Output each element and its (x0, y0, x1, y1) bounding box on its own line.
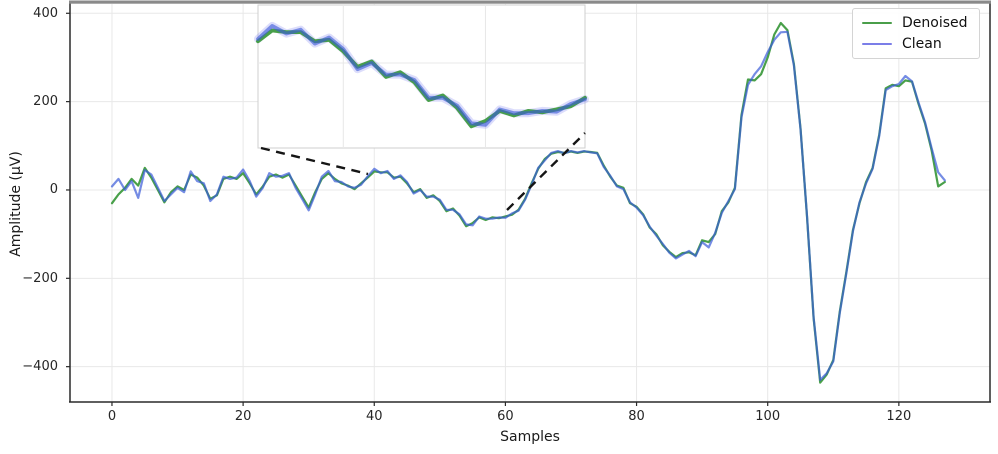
x-tick-label: 60 (497, 409, 514, 424)
x-tick-label: 80 (628, 409, 645, 424)
inset-zoom-plot (254, 4, 589, 149)
top-spine-bar (69, 0, 991, 4)
tick-marks (66, 12, 900, 406)
x-axis-label: Samples (500, 429, 560, 445)
y-tick-label: 400 (33, 5, 58, 21)
clean-line (110, 30, 946, 381)
y-axis-label: Amplitude (μV) (8, 151, 24, 257)
legend-label-denoised: Denoised (902, 15, 968, 31)
signal-traces (110, 21, 946, 384)
inset-clean-line (256, 23, 587, 127)
zoom-connector (260, 146, 369, 176)
y-tick-label: 200 (33, 94, 58, 110)
y-tick-label: 0 (49, 182, 58, 198)
legend-label-clean: Clean (902, 36, 942, 52)
legend-item-denoised: Denoised (862, 15, 968, 31)
x-tick-label: 0 (107, 409, 117, 424)
zoom-connector (506, 132, 586, 211)
axes-spines (69, 0, 991, 403)
y-tick-label: −200 (22, 270, 58, 286)
y-tick-label: −400 (22, 359, 58, 375)
legend: Denoised Clean (852, 8, 980, 59)
x-tick-label: 40 (365, 409, 383, 424)
inset-background (257, 4, 586, 149)
x-tick-label: 120 (886, 409, 912, 424)
denoised-line-swatch (862, 21, 892, 25)
x-tick-label: 20 (234, 409, 252, 424)
legend-item-clean: Clean (862, 36, 968, 52)
clean-line-swatch (862, 42, 892, 46)
zoom-connector-lines (260, 132, 586, 211)
x-tick-label: 100 (755, 409, 781, 424)
